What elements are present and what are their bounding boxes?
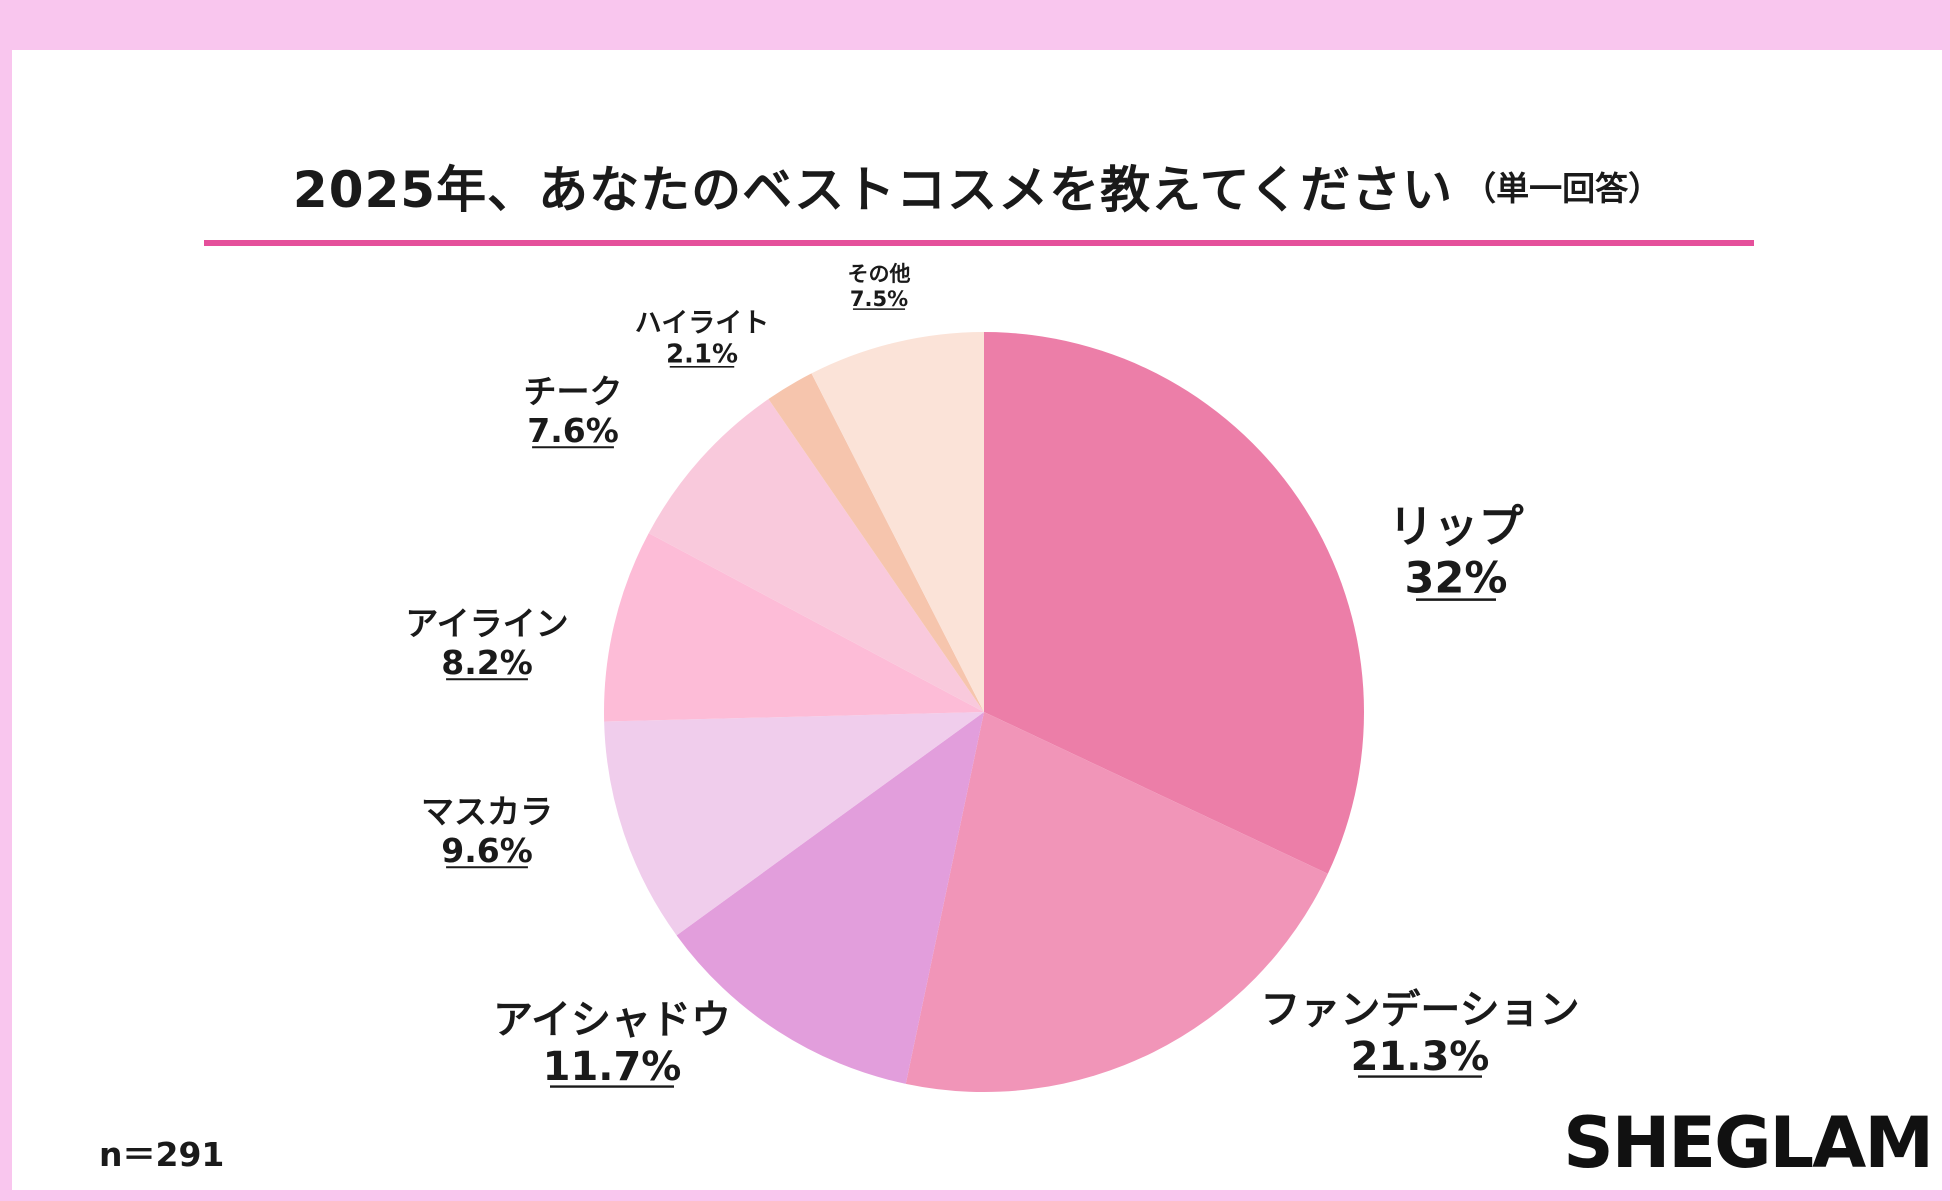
slice-label: その他: [848, 262, 911, 286]
slice-value: 7.5%: [850, 287, 908, 311]
pie-slice: [648, 399, 984, 712]
slice-value: 21.3%: [1351, 1034, 1490, 1080]
slice-value: 7.6%: [527, 411, 619, 450]
slice-value: 8.2%: [441, 643, 533, 682]
slice-label: アイシャドウ: [493, 997, 731, 1043]
chart-card: 2025年、あなたのベストコスメを教えてください （単一回答） リップ 32% ファン…: [12, 50, 1942, 1190]
pie-slice: [768, 373, 984, 712]
slice-value: 2.1%: [666, 340, 738, 370]
pie-slice: [811, 332, 984, 712]
slice-label: アイライン: [405, 604, 568, 643]
pie-slice: [676, 712, 984, 1084]
slice-label: リップ: [1388, 500, 1523, 553]
slice-label: マスカラ: [421, 792, 553, 831]
title-sub: （単一回答）: [1463, 169, 1662, 208]
slice-label: ハイライト: [635, 308, 769, 339]
pie-slice: [905, 712, 1328, 1092]
pie-slice: [604, 712, 984, 936]
pie-slice: [984, 332, 1364, 874]
chart-title: 2025年、あなたのベストコスメを教えてください （単一回答）: [12, 150, 1942, 222]
title-underline: [204, 240, 1754, 246]
slice-value: 11.7%: [543, 1044, 682, 1090]
pie-slice: [604, 533, 984, 722]
brand-logo: SHEGLAM: [1563, 1102, 1934, 1184]
sample-size-note: n＝291: [99, 1135, 225, 1174]
title-main: 2025年、あなたのベストコスメを教えてください: [292, 161, 1454, 219]
slice-label: チーク: [524, 372, 623, 411]
slice-label: ファンデーション: [1260, 987, 1579, 1033]
slice-value: 9.6%: [441, 831, 533, 870]
slice-value: 32%: [1405, 554, 1508, 604]
